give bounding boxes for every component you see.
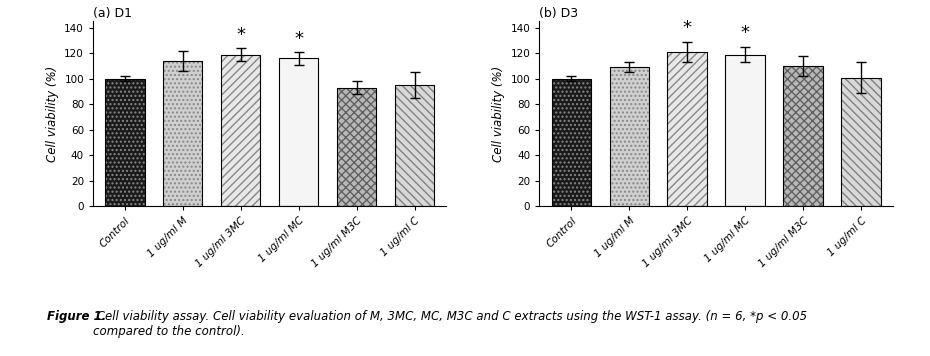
Bar <box>609 67 649 206</box>
Bar <box>551 79 591 206</box>
Bar <box>551 79 591 206</box>
Text: *: * <box>236 26 246 44</box>
Text: Cell viability assay. Cell viability evaluation of M, 3MC, MC, M3C and C extract: Cell viability assay. Cell viability eva… <box>92 310 806 338</box>
Bar <box>163 61 203 206</box>
Bar <box>105 79 144 206</box>
Bar <box>783 66 823 206</box>
Text: (b) D3: (b) D3 <box>539 7 578 20</box>
Bar <box>395 85 434 206</box>
Bar <box>842 78 881 206</box>
Bar <box>668 52 707 206</box>
Bar <box>668 52 707 206</box>
Bar <box>842 78 881 206</box>
Y-axis label: Cell viability (%): Cell viability (%) <box>492 66 505 162</box>
Bar <box>725 54 764 206</box>
Text: *: * <box>740 25 750 42</box>
Text: (a) D1: (a) D1 <box>93 7 132 20</box>
Text: Figure 1.: Figure 1. <box>46 310 106 323</box>
Bar <box>395 85 434 206</box>
Bar <box>609 67 649 206</box>
Y-axis label: Cell viability (%): Cell viability (%) <box>46 66 59 162</box>
Bar <box>279 58 318 206</box>
Bar <box>221 54 260 206</box>
Bar <box>337 88 377 206</box>
Bar <box>337 88 377 206</box>
Bar <box>725 54 764 206</box>
Text: *: * <box>294 30 303 48</box>
Bar <box>163 61 203 206</box>
Bar <box>105 79 144 206</box>
Text: *: * <box>683 19 692 37</box>
Bar <box>221 54 260 206</box>
Bar <box>783 66 823 206</box>
Bar <box>279 58 318 206</box>
